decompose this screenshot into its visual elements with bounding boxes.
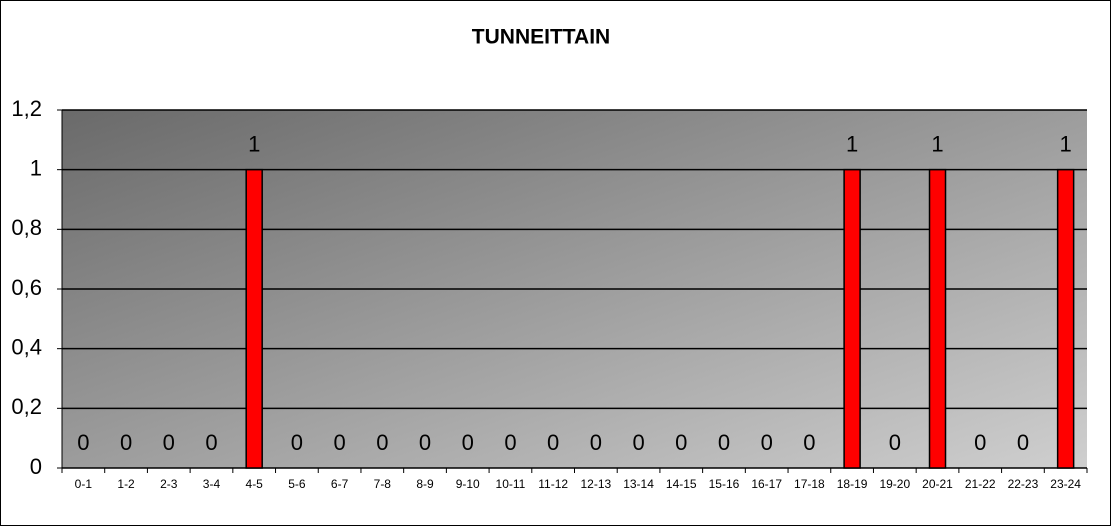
y-tick-label: 1: [30, 155, 42, 180]
bar: [1056, 168, 1075, 469]
x-tick-label: 4-5: [246, 477, 264, 491]
data-label: 1: [846, 131, 858, 156]
x-tick-label: 15-16: [709, 477, 740, 491]
x-tick-label: 10-11: [496, 477, 526, 491]
data-label: 0: [419, 430, 431, 455]
x-tick-label: 14-15: [666, 477, 697, 491]
data-label: 1: [931, 131, 943, 156]
chart-title: TUNNEITTAIN: [472, 26, 610, 49]
data-label: 0: [803, 430, 815, 455]
y-tick-label: 1,2: [11, 96, 42, 121]
data-label: 0: [291, 430, 303, 455]
x-tick-label: 22-23: [1008, 477, 1039, 491]
y-tick-label: 0,6: [11, 275, 42, 300]
data-label: 0: [718, 430, 730, 455]
x-tick-label: 11-12: [538, 477, 568, 491]
x-tick-label: 12-13: [581, 477, 612, 491]
x-tick-label: 2-3: [160, 477, 178, 491]
bar: [245, 168, 263, 469]
x-tick-label: 16-17: [751, 477, 782, 491]
bar: [843, 168, 861, 469]
data-label: 0: [333, 430, 345, 455]
data-label: 0: [376, 430, 388, 455]
data-label: 0: [547, 430, 559, 455]
data-label: 0: [163, 430, 175, 455]
x-tick-label: 9-10: [456, 477, 480, 491]
data-label: 0: [590, 430, 602, 455]
y-tick-label: 0: [30, 454, 42, 479]
x-tick-label: 0-1: [75, 477, 93, 491]
y-tick-label: 0,2: [11, 394, 42, 419]
x-tick-label: 8-9: [416, 477, 434, 491]
x-tick-label: 7-8: [374, 477, 392, 491]
data-label: 0: [120, 430, 132, 455]
x-tick-label: 21-22: [965, 477, 996, 491]
x-tick-label: 13-14: [623, 477, 654, 491]
x-tick-label: 5-6: [288, 477, 306, 491]
x-tick-label: 6-7: [331, 477, 349, 491]
data-label: 0: [504, 430, 516, 455]
data-label: 0: [1017, 430, 1029, 455]
data-label: 1: [248, 131, 260, 156]
x-tick-label: 3-4: [203, 477, 221, 491]
x-tick-label: 19-20: [879, 477, 910, 491]
y-tick-label: 0,4: [11, 334, 42, 359]
data-label: 0: [205, 430, 217, 455]
data-label: 0: [462, 430, 474, 455]
data-label: 1: [1060, 131, 1072, 156]
x-tick-label: 20-21: [922, 477, 953, 491]
data-label: 0: [974, 430, 986, 455]
x-tick-label: 18-19: [837, 477, 868, 491]
data-label: 0: [889, 430, 901, 455]
data-label: 0: [632, 430, 644, 455]
data-label: 0: [761, 430, 773, 455]
x-tick-label: 23-24: [1050, 477, 1081, 491]
data-label: 0: [77, 430, 89, 455]
data-label: 0: [675, 430, 687, 455]
bar: [928, 168, 947, 469]
x-tick-label: 1-2: [117, 477, 135, 491]
x-tick-label: 17-18: [794, 477, 825, 491]
y-tick-label: 0,8: [11, 215, 42, 240]
